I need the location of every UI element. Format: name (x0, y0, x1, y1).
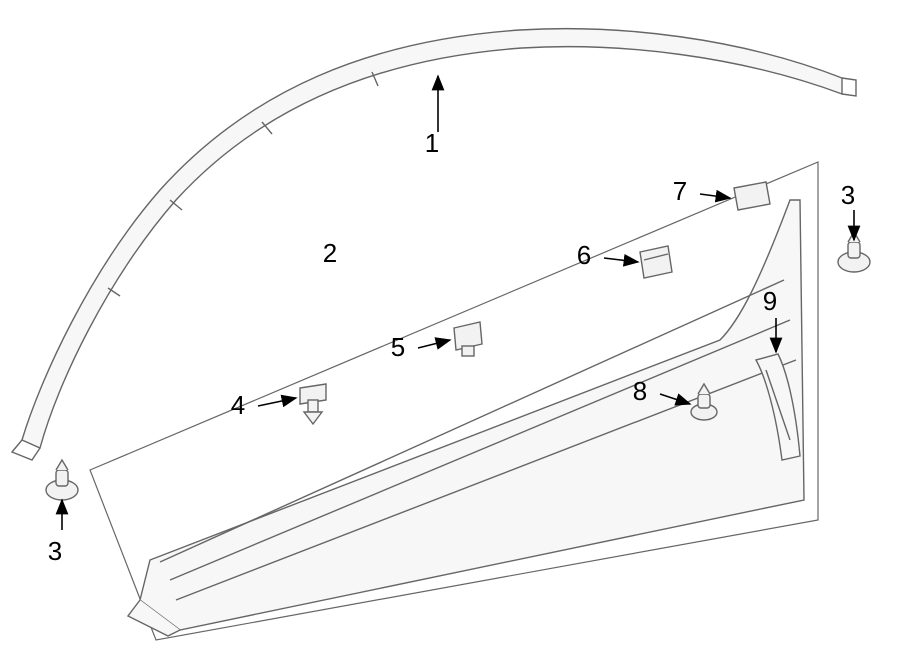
callout-label-6: 6 (577, 240, 591, 270)
retainer-clip-left (46, 460, 78, 500)
callout-label-5: 5 (391, 332, 405, 362)
callout-label-2: 2 (323, 238, 337, 268)
callout-label-3R: 3 (841, 180, 855, 210)
callout-label-4: 4 (231, 390, 245, 420)
callout-label-8: 8 (633, 376, 647, 406)
clip-6 (640, 246, 672, 278)
callout-label-3L: 3 (48, 536, 62, 566)
parts-diagram: 1 2 3 3 4 5 6 7 8 9 (0, 0, 900, 661)
callout-arrow-7 (700, 194, 730, 198)
callout-label-9: 9 (763, 286, 777, 316)
callout-label-1: 1 (425, 128, 439, 158)
callout-label-7: 7 (673, 176, 687, 206)
